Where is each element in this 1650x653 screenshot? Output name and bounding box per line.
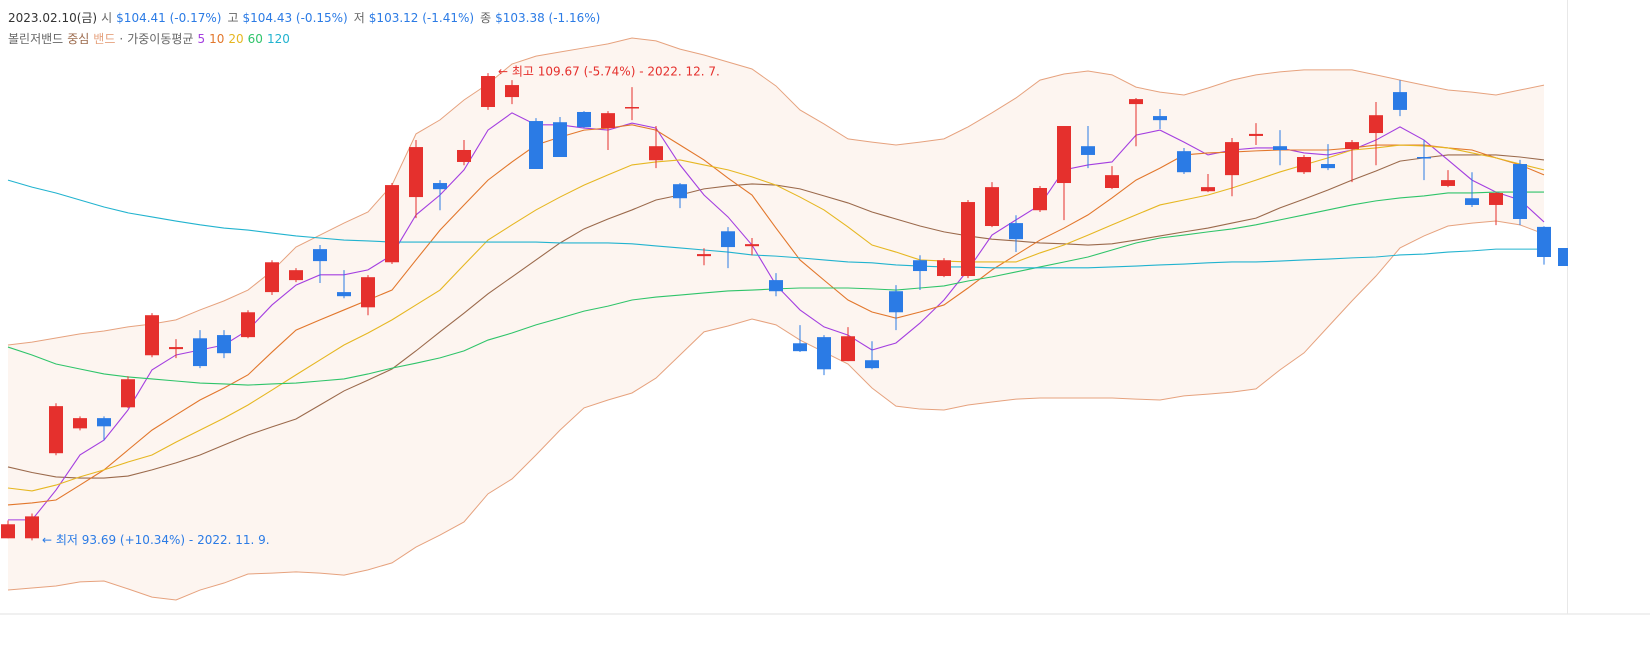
candle-body [745, 244, 759, 247]
indicator-line [7, 179, 1544, 269]
candle-body [409, 147, 423, 198]
candle-body [313, 249, 327, 262]
info-label: 시 [101, 11, 113, 25]
candle-body [121, 379, 135, 408]
info-value: $103.38 (-1.16%) [495, 11, 601, 25]
candle-body [577, 111, 591, 128]
candle-body [337, 292, 351, 297]
candle-body [1273, 146, 1287, 150]
candle-body [1537, 226, 1551, 258]
candle-body [1297, 157, 1311, 173]
candle-body [505, 85, 519, 98]
info-value: $104.43 (-0.15%) [242, 11, 348, 25]
info-value: $103.12 (-1.41%) [368, 11, 475, 25]
candle-body [265, 262, 279, 293]
legend-entry: 60 [247, 32, 263, 46]
candle-body [1465, 198, 1479, 205]
candle-body [1345, 142, 1359, 150]
candle-body [193, 338, 207, 367]
candle-body [145, 315, 159, 356]
candle-body [769, 280, 783, 292]
candle-body [217, 335, 231, 354]
candle-body [169, 347, 183, 350]
legend-entry: 중심 [67, 32, 90, 46]
legend-entry: 밴드 [93, 32, 116, 46]
candle-body [1249, 133, 1263, 136]
candle-body [601, 113, 615, 129]
candle-body [721, 231, 735, 248]
candle-body [625, 107, 639, 109]
indicator-line [7, 124, 1545, 506]
legend-entry: 10 [209, 32, 225, 46]
separator: · [119, 32, 124, 46]
candle-body [1057, 126, 1071, 184]
annotation-low: ← 최저 93.69 (+10.34%) - 2022. 11. 9. [42, 533, 270, 547]
candle-body [1513, 164, 1527, 219]
candle-body [481, 76, 495, 108]
candle-body [25, 516, 39, 539]
legend-entry: 120 [266, 32, 290, 46]
info-label: 저 [353, 11, 365, 25]
header: 2023.02.10(금) 시 $104.41 (-0.17%) 고 $104.43 (… [8, 8, 606, 50]
legend-group: 볼린저밴드 [8, 32, 64, 46]
candle-body [673, 184, 687, 199]
candle-body [433, 183, 447, 190]
legend-entry: 20 [228, 32, 244, 46]
candle-body [1153, 116, 1167, 121]
candle-body [49, 406, 63, 454]
candle-body [1441, 180, 1455, 186]
candle-body [961, 202, 975, 277]
candle-body [1129, 99, 1143, 105]
band-fill [8, 38, 1544, 600]
candle-body [1417, 157, 1431, 159]
candle-body [1177, 151, 1191, 173]
candle-body [1393, 92, 1407, 110]
indicator-line [7, 144, 1545, 492]
candle-body [817, 337, 831, 370]
candle-body [1321, 164, 1335, 169]
annotation-high: ← 최고 109.67 (-5.74%) - 2022. 12. 7. [498, 65, 720, 79]
candle-body [289, 270, 303, 281]
candle-body [865, 360, 879, 369]
candle-body [1225, 142, 1239, 176]
candle-body [1369, 115, 1383, 134]
candle-body [73, 418, 87, 429]
candle-body [1033, 188, 1047, 211]
candle-body [841, 336, 855, 362]
date: 2023.02.10(금) [8, 11, 98, 25]
info-label: 종 [480, 11, 492, 25]
legend: 볼린저밴드 중심 밴드 · 가중이동평균 5 10 20 60 120 [8, 29, 606, 50]
candle-body [241, 312, 255, 338]
info-label: 고 [227, 11, 239, 25]
candle-body [1, 524, 15, 539]
candle-body [361, 277, 375, 308]
band-upper [7, 37, 1545, 346]
candle-body [1201, 187, 1215, 192]
band-lower [7, 220, 1545, 601]
legend-entry: 5 [197, 32, 206, 46]
candle-body [553, 122, 567, 158]
candle-body [1489, 192, 1503, 205]
legend-group: 가중이동평균 [127, 32, 194, 46]
price-tag [1558, 248, 1568, 267]
price-info: 2023.02.10(금) 시 $104.41 (-0.17%) 고 $104.43 (… [8, 8, 606, 29]
candle-body [1081, 146, 1095, 155]
candle-body [457, 149, 471, 162]
candle-body [985, 187, 999, 227]
candle-body [97, 418, 111, 427]
candle-body [529, 121, 543, 169]
candle-body [1009, 223, 1023, 240]
candle-body [913, 260, 927, 272]
info-value: $104.41 (-0.17%) [116, 11, 222, 25]
candle-body [1105, 175, 1119, 189]
candle-body [937, 260, 951, 277]
candle-body [385, 185, 399, 263]
candle-body [889, 291, 903, 313]
candle-body [697, 254, 711, 257]
candle-body [793, 343, 807, 352]
candle-body [649, 146, 663, 161]
